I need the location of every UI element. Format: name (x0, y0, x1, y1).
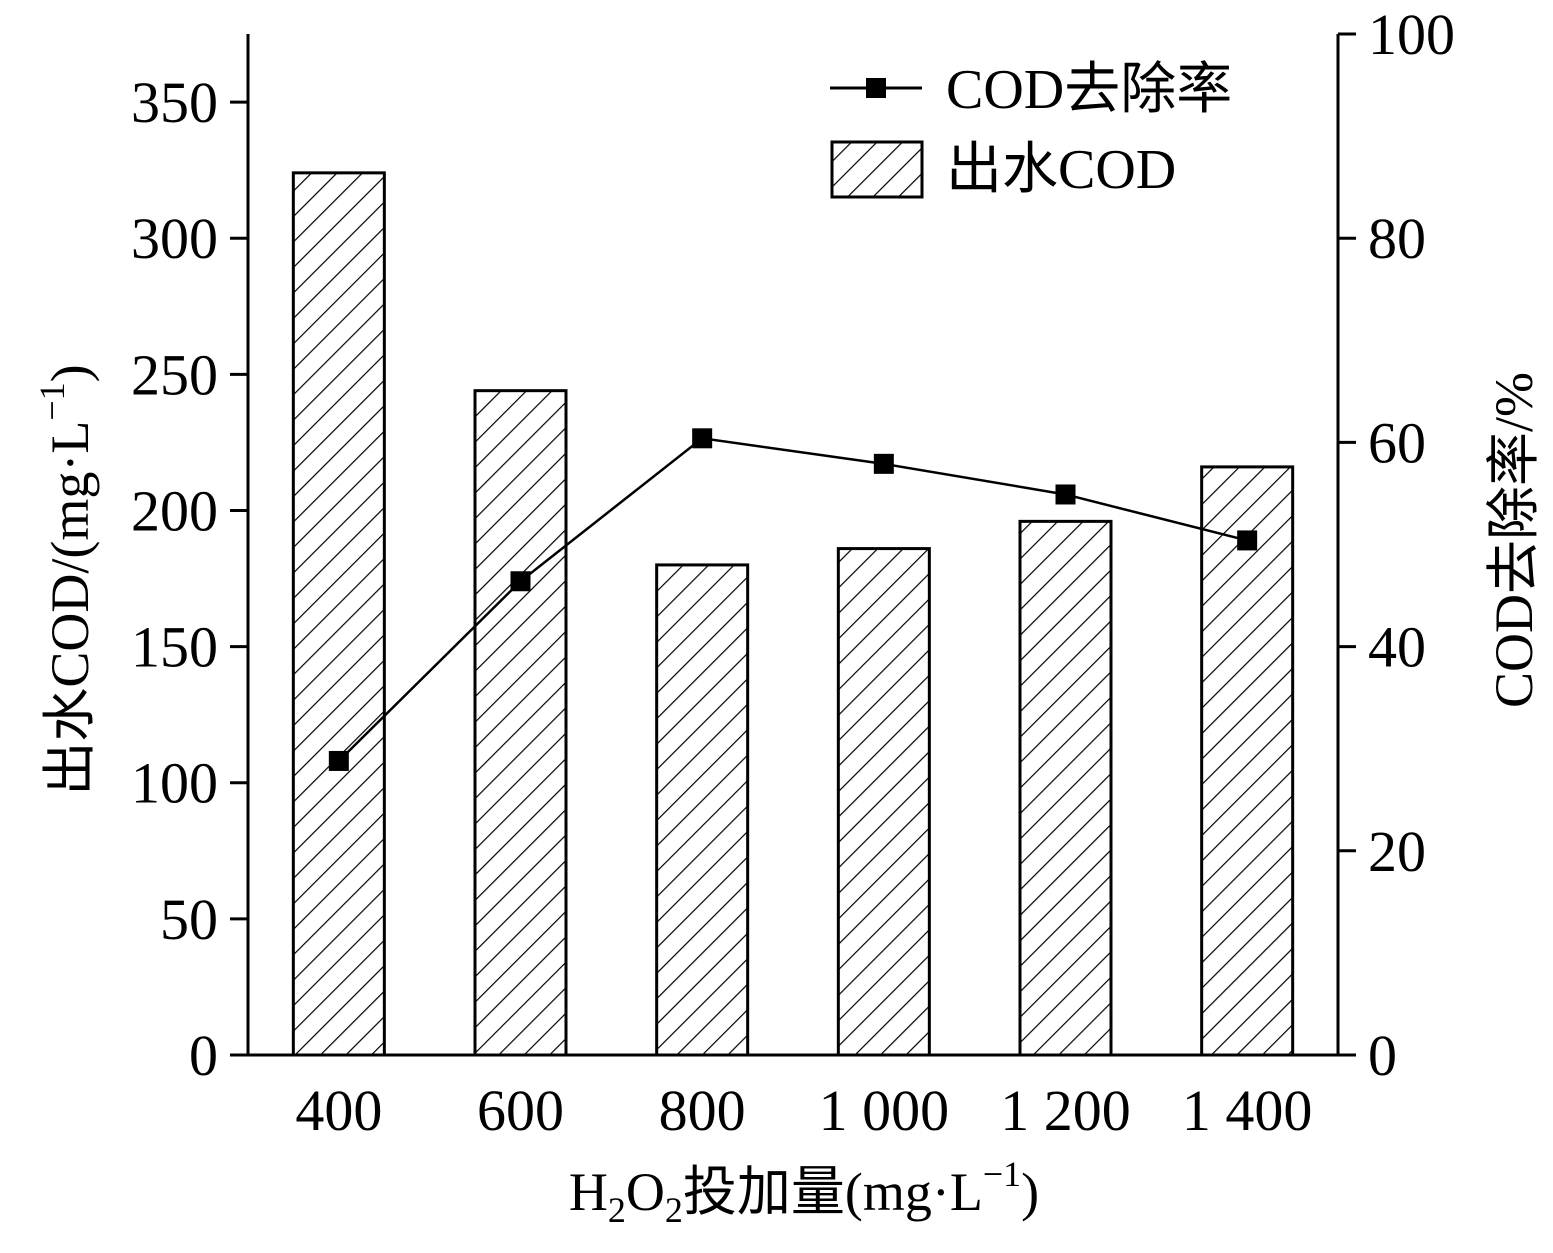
bar-5 (1200, 465, 1295, 1057)
y-left-tick-label-6: 300 (131, 206, 218, 271)
x-tick-label-5: 1 400 (1182, 1078, 1313, 1143)
x-axis-title-sub1: 2 (608, 1190, 626, 1230)
y-axis-left-title: 出水COD/(mg·L−1) (32, 364, 100, 795)
y-left-tick-label-5: 250 (131, 342, 218, 407)
bar-3 (836, 547, 931, 1057)
legend-label-removal-rate: COD去除率 (946, 59, 1232, 121)
y-axis-left-title-close: ) (40, 364, 100, 382)
y-left-tick-label-4: 200 (131, 478, 218, 543)
y-right-tick-label-3: 60 (1368, 410, 1426, 475)
line-layer (328, 428, 1258, 771)
legend-bar-sample (830, 140, 924, 199)
y-right-tick-label-4: 80 (1368, 206, 1426, 271)
y-left-tick-label-1: 50 (160, 887, 218, 952)
removal-rate-point-2 (692, 428, 713, 449)
x-axis-title-sub2: 2 (665, 1190, 683, 1230)
y-left-tick-label-7: 350 (131, 70, 218, 135)
y-right-tick-label-2: 40 (1368, 615, 1426, 680)
y-right-tick-label-0: 0 (1368, 1023, 1397, 1088)
removal-rate-point-0 (328, 750, 349, 771)
y-left-tick-label-0: 0 (189, 1023, 218, 1088)
labels-layer: 0 50 100 150 200 250 300 350 0 20 40 60 80 100 400 600 8… (131, 2, 1455, 1143)
y-axis-left-title-main: 出水COD/(mg·L (40, 421, 100, 796)
removal-rate-point-3 (873, 453, 894, 474)
y-left-tick-label-3: 150 (131, 615, 218, 680)
y-right-tick-label-1: 20 (1368, 819, 1426, 884)
x-tick-label-0: 400 (295, 1078, 382, 1143)
x-axis-title-o: O (626, 1162, 665, 1222)
axes-layer (230, 32, 1356, 1057)
x-axis-title-close: ) (1021, 1162, 1039, 1222)
bar-4 (1018, 519, 1113, 1057)
x-axis-title-main: 投加量(mg·L (683, 1162, 983, 1222)
removal-rate-line (337, 437, 1248, 762)
y-left-tick-label-2: 100 (131, 751, 218, 816)
legend-marker-sample (866, 78, 886, 98)
x-tick-label-4: 1 200 (1000, 1078, 1131, 1143)
x-axis-title: H2O2投加量(mg·L−1) (569, 1154, 1039, 1230)
x-axis-title-sup: −1 (983, 1154, 1021, 1194)
removal-rate-point-1 (510, 571, 531, 592)
removal-rate-point-4 (1055, 484, 1076, 505)
legend-label-effluent-cod: 出水COD (946, 139, 1176, 201)
x-tick-label-1: 600 (477, 1078, 564, 1143)
x-tick-label-2: 800 (659, 1078, 746, 1143)
x-tick-label-3: 1 000 (819, 1078, 950, 1143)
bar-0 (291, 171, 386, 1057)
bars-layer (291, 171, 1295, 1057)
legend: COD去除率 出水COD (830, 59, 1232, 201)
y-axis-left-title-sup: −1 (32, 382, 72, 420)
y-right-tick-label-5: 100 (1368, 2, 1455, 67)
bar-2 (655, 563, 750, 1057)
y-axis-right-title: COD去除率/% (1484, 372, 1544, 708)
bar-1 (473, 389, 568, 1057)
x-axis-title-h: H (569, 1162, 608, 1222)
removal-rate-point-5 (1237, 530, 1258, 551)
